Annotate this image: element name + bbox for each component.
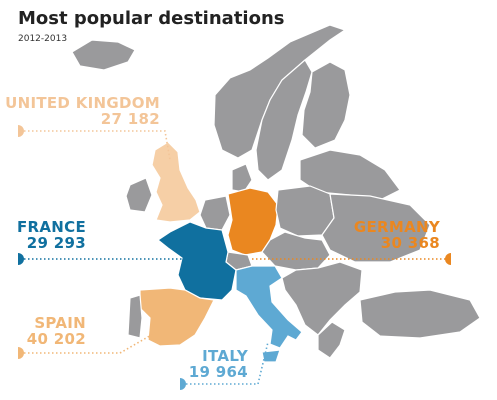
title: Most popular destinations (18, 8, 284, 29)
label-united-kingdom: UNITED KINGDOM 27 182 (5, 94, 171, 161)
country (281, 261, 363, 336)
map (71, 24, 481, 363)
leader-line (186, 341, 269, 385)
leader-line (24, 130, 171, 161)
country (275, 185, 335, 237)
visitor-count: 40 202 (27, 330, 86, 348)
country-italy-sicily (261, 349, 281, 363)
visitor-count: 30 368 (381, 234, 440, 252)
visitor-count: 27 182 (101, 110, 160, 128)
country (127, 294, 143, 339)
country-name: ITALY (202, 347, 249, 365)
country (301, 61, 351, 149)
country (255, 59, 313, 181)
visitor-count: 19 964 (189, 363, 248, 381)
marker (445, 253, 451, 265)
visitor-count: 29 293 (27, 234, 86, 252)
country-name: SPAIN (34, 314, 86, 332)
country-name: FRANCE (17, 218, 86, 236)
leader-line (24, 329, 161, 354)
country (71, 39, 136, 71)
label-france: FRANCE 29 293 (17, 218, 200, 265)
country-uk (151, 141, 201, 223)
subtitle: 2012-2013 (18, 34, 67, 44)
marker (18, 253, 24, 265)
label-germany: GERMANY 30 368 (252, 218, 451, 265)
country (317, 321, 346, 359)
country (359, 289, 481, 339)
country (321, 193, 431, 263)
country (199, 195, 231, 231)
label-italy: ITALY 19 964 (180, 341, 269, 390)
label-spain: SPAIN 40 202 (18, 314, 161, 359)
country-name: UNITED KINGDOM (5, 94, 160, 112)
country (261, 231, 331, 271)
marker (18, 347, 24, 359)
country (125, 177, 153, 213)
marker (18, 125, 24, 137)
country (231, 163, 253, 193)
country-italy (235, 265, 303, 349)
country-name: GERMANY (354, 218, 441, 236)
marker (180, 378, 186, 390)
